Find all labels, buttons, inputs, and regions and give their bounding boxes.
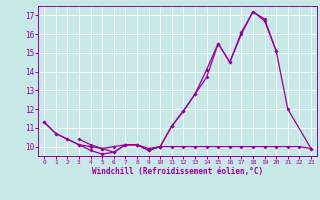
X-axis label: Windchill (Refroidissement éolien,°C): Windchill (Refroidissement éolien,°C) xyxy=(92,167,263,176)
